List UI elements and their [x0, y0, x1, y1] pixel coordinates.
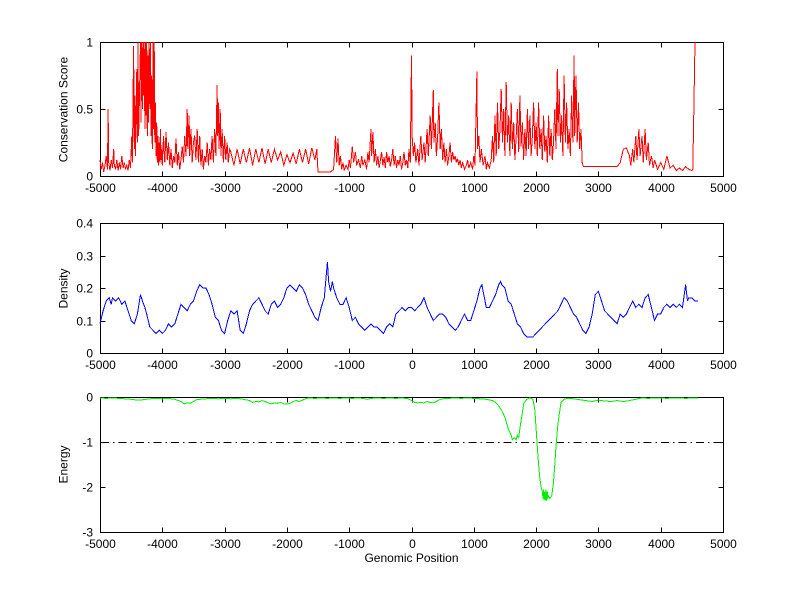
x-tick-label: 2000 — [523, 358, 550, 372]
x-tick-label: -1000 — [334, 358, 365, 372]
x-tick-label: -2000 — [272, 537, 303, 551]
density-ylabel: Density — [56, 268, 71, 309]
x-tick-label: 4000 — [648, 537, 675, 551]
x-tick-label: 1000 — [461, 537, 488, 551]
x-tick-label: -2000 — [272, 358, 303, 372]
x-tick-label: 1000 — [461, 358, 488, 372]
y-tick-label: -3 — [82, 526, 93, 540]
x-tick-label: 5000 — [710, 181, 737, 195]
y-tick-label: 0 — [86, 391, 93, 405]
y-tick-label: 0.3 — [76, 250, 93, 264]
x-tick-label: -3000 — [210, 358, 241, 372]
x-tick-label: 2000 — [523, 181, 550, 195]
axes-box — [100, 397, 724, 533]
conservation-score-subplot: -5000 -4000 -3000 -2000 -1000 0 1000 2000 3000 40… — [76, 36, 737, 196]
x-tick-label: 5000 — [710, 358, 737, 372]
x-tick-label: -1000 — [334, 181, 365, 195]
density-line — [99, 261, 699, 338]
energy-line — [99, 397, 699, 501]
y-tick-label: 0.5 — [76, 103, 93, 117]
conservation-score-ylabel: Conservation Score — [56, 56, 71, 163]
x-tick-label: 0 — [409, 537, 416, 551]
y-tick-label: 0 — [86, 347, 93, 361]
x-tick-label: -3000 — [210, 181, 241, 195]
y-tick-label: 1 — [86, 36, 93, 50]
x-tick-label: -2000 — [272, 181, 303, 195]
axes-box — [100, 223, 724, 354]
energy-ylabel: Energy — [56, 445, 71, 484]
x-tick-label: 4000 — [648, 181, 675, 195]
y-tick-label: 0.1 — [76, 315, 93, 329]
y-tick-label: 0.4 — [76, 217, 93, 231]
y-tick-label: 0.2 — [76, 282, 93, 296]
x-tick-label: 2000 — [523, 537, 550, 551]
x-tick-label: 1000 — [461, 181, 488, 195]
x-axis-title: Genomic Position — [364, 551, 459, 565]
x-tick-label: -4000 — [147, 358, 178, 372]
y-tick-label: -1 — [82, 436, 93, 450]
x-tick-label: 4000 — [648, 358, 675, 372]
x-tick-label: 3000 — [585, 537, 612, 551]
y-tick-label: -2 — [82, 481, 93, 495]
x-tick-label: 5000 — [710, 537, 737, 551]
x-tick-label: 3000 — [585, 358, 612, 372]
x-tick-label: -4000 — [147, 537, 178, 551]
energy-subplot: -5000 -4000 -3000 -2000 -1000 0 1000 2000 3000 40… — [82, 391, 737, 552]
conservation-score-line — [99, 41, 696, 173]
x-tick-label: -5000 — [85, 358, 116, 372]
x-tick-label: 0 — [409, 358, 416, 372]
x-tick-label: -5000 — [85, 181, 116, 195]
x-tick-label: 0 — [409, 181, 416, 195]
y-tick-label: 0 — [86, 170, 93, 184]
x-tick-label: -3000 — [210, 537, 241, 551]
density-subplot: -5000 -4000 -3000 -2000 -1000 0 1000 2000 3000 40… — [76, 217, 737, 373]
x-tick-label: -5000 — [85, 537, 116, 551]
x-tick-label: -4000 — [147, 181, 178, 195]
x-tick-label: -1000 — [334, 537, 365, 551]
x-tick-label: 3000 — [585, 181, 612, 195]
